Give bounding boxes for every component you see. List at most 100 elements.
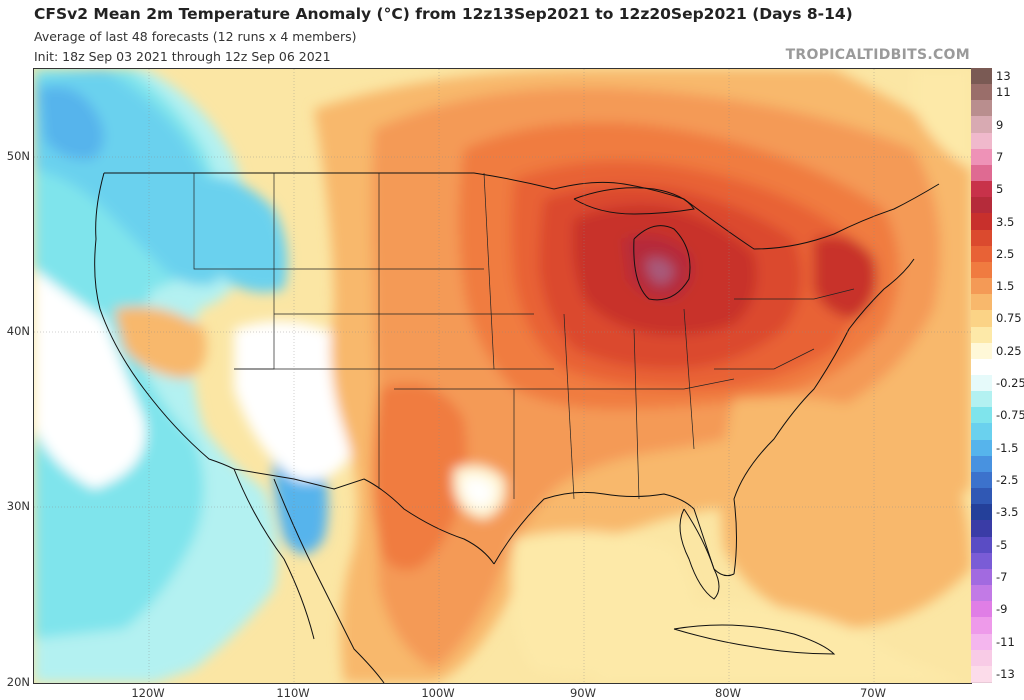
- state-lines: [193, 172, 855, 500]
- colorbar-label: -11: [996, 634, 1015, 649]
- colorbar-swatch: [971, 245, 992, 263]
- lon-label-70w: 70W: [859, 686, 886, 700]
- rockies-blue-region: [199, 177, 288, 293]
- colorbar-swatch: [971, 148, 992, 166]
- state-line-8: [394, 378, 735, 390]
- colorbar-label: 1.5: [996, 279, 1015, 294]
- colorbar-label: 13: [996, 69, 1011, 84]
- colorbar-label: -0.75: [996, 408, 1024, 423]
- site-credit: TROPICALTIDBITS.COM: [785, 47, 970, 63]
- colorbar-swatch: [971, 294, 992, 312]
- colorbar-swatch: [971, 68, 992, 86]
- lon-label-90w: 90W: [569, 686, 596, 700]
- state-line-14: [714, 348, 815, 370]
- lon-label-110w: 110W: [276, 686, 310, 700]
- lon-label-120w: 120W: [131, 686, 165, 700]
- atlantic-light-orange: [720, 397, 971, 629]
- map-header: CFSv2 Mean 2m Temperature Anomaly (°C) f…: [0, 0, 1024, 68]
- colorbar-swatch: [971, 471, 992, 490]
- newfoundland-pale: [914, 69, 971, 169]
- colorbar-swatch: [971, 261, 992, 280]
- michigan-outline: [633, 225, 691, 301]
- state-line-7: [483, 172, 495, 370]
- colorbar-label: -0.25: [996, 376, 1024, 391]
- anomaly-map: [33, 68, 972, 684]
- baja-peninsula: [233, 468, 315, 640]
- lat-label-20n: 20N: [6, 675, 30, 689]
- colorbar-swatch: [971, 585, 992, 603]
- colorbar-label: 11: [996, 85, 1011, 100]
- colorbar-swatch: [971, 84, 992, 102]
- northwest-deep-blue: [39, 86, 104, 160]
- florida-outline: [679, 508, 720, 600]
- colorbar-swatch: [971, 326, 992, 344]
- colorbar-swatch: [971, 197, 992, 215]
- colorbar-swatch: [971, 439, 992, 457]
- colorbar-label: -5: [996, 537, 1008, 552]
- state-line-1: [193, 173, 274, 270]
- colorbar-swatch: [971, 633, 992, 651]
- lat-label-30n: 30N: [6, 499, 30, 513]
- map-subtitle: Average of last 48 forecasts (12 runs x …: [34, 29, 357, 44]
- colorbar-swatch: [971, 358, 992, 376]
- colorbar-label: -7: [996, 569, 1008, 584]
- colorbar-swatch: [971, 181, 992, 199]
- colorbar-swatch: [971, 164, 992, 183]
- northeast-darkest-red: [814, 236, 877, 319]
- us-west-coast: [94, 172, 235, 470]
- colorbar-swatch: [971, 132, 992, 150]
- state-line-11: [633, 328, 640, 500]
- east-coast: [733, 258, 915, 575]
- colorbar-swatch: [971, 488, 992, 506]
- colorbar-swatch: [971, 455, 992, 473]
- colorbar-label: 0.75: [996, 311, 1022, 326]
- lat-label-40n: 40N: [6, 324, 30, 338]
- colorbar-swatch: [971, 601, 992, 619]
- california-warm-patch: [114, 306, 207, 379]
- graticule: [34, 69, 971, 683]
- state-line-12: [683, 308, 695, 450]
- colorbar-swatch: [971, 552, 992, 570]
- colorbar-swatch: [971, 213, 992, 231]
- colorbar-label: -13: [996, 666, 1015, 681]
- colorbar-label: -9: [996, 602, 1008, 617]
- anomaly-map-svg: [34, 69, 971, 683]
- mexico-west-coast: [273, 478, 385, 683]
- anomaly-shading: [34, 69, 971, 683]
- cuba-outline: [673, 624, 836, 655]
- init-time-label: Init: 18z Sep 03 2021 through 12z Sep 06…: [34, 49, 331, 64]
- texas-white-spot: [464, 477, 494, 507]
- colorbar-label: 2.5: [996, 246, 1015, 261]
- colorbar-label: 7: [996, 149, 1004, 164]
- colorbar-swatch: [971, 423, 992, 441]
- colorbar-label: -1.5: [996, 440, 1019, 455]
- colorbar-swatch: [971, 504, 992, 522]
- canada-us-border: [104, 172, 940, 250]
- colorbar-swatch: [971, 342, 992, 360]
- colorbar-swatch: [971, 278, 992, 296]
- colorbar-label: 3.5: [996, 214, 1015, 229]
- colorbar-swatch: [971, 617, 992, 635]
- colorbar-swatch: [971, 100, 992, 118]
- colorbar-swatch: [971, 665, 992, 683]
- colorbar-swatch: [971, 229, 992, 247]
- colorbar-label: 0.25: [996, 343, 1022, 358]
- colorbar-swatch: [971, 568, 992, 587]
- southwest-white-region: [234, 321, 358, 481]
- colorbar-swatch: [971, 536, 992, 554]
- colorbar-swatch: [971, 520, 992, 538]
- us-mexico-border: [233, 468, 495, 565]
- lat-label-50n: 50N: [6, 149, 30, 163]
- colorbar-swatch: [971, 407, 992, 425]
- state-line-10: [563, 313, 575, 500]
- boundary-lines: [94, 172, 940, 683]
- colorbar-swatch: [971, 649, 992, 667]
- southern-plains-orange: [372, 383, 467, 571]
- colorbar-label: 5: [996, 182, 1004, 197]
- lake-superior: [573, 187, 695, 215]
- map-title: CFSv2 Mean 2m Temperature Anomaly (°C) f…: [34, 5, 853, 23]
- coastal-white-band: [34, 269, 146, 489]
- colorbar-label: -2.5: [996, 473, 1019, 488]
- colorbar-swatch: [971, 391, 992, 409]
- state-line-13: [734, 288, 855, 300]
